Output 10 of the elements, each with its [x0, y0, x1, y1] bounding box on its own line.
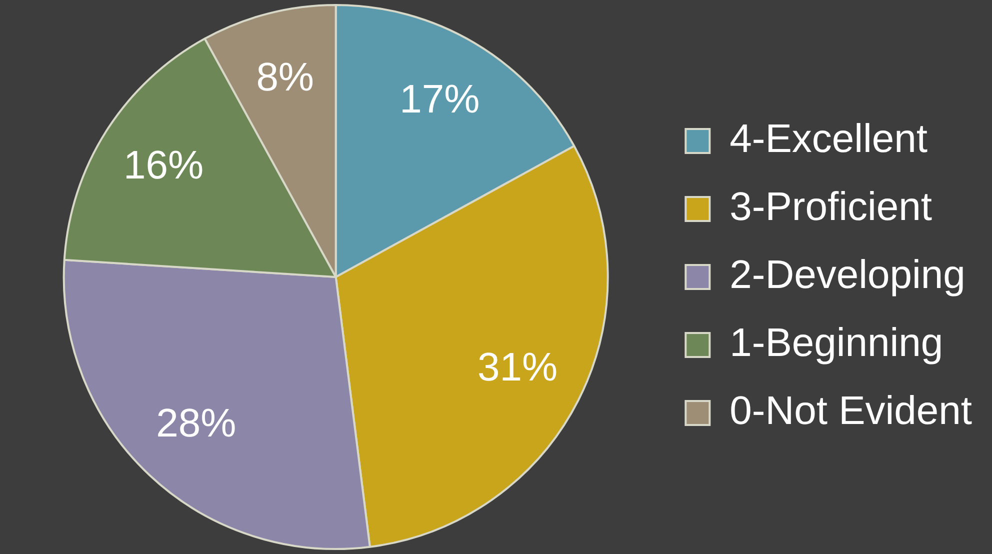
legend-label: 1-Beginning: [730, 321, 944, 366]
legend-label: 0-Not Evident: [730, 389, 972, 434]
data-label: 8%: [256, 55, 314, 100]
legend-label: 3-Proficient: [730, 185, 932, 230]
legend-label: 4-Excellent: [730, 117, 928, 162]
legend-label: 2-Developing: [730, 253, 966, 298]
data-label: 16%: [124, 144, 204, 188]
data-label: 28%: [156, 402, 236, 446]
data-label: 17%: [400, 77, 480, 122]
data-label: 31%: [478, 346, 558, 390]
